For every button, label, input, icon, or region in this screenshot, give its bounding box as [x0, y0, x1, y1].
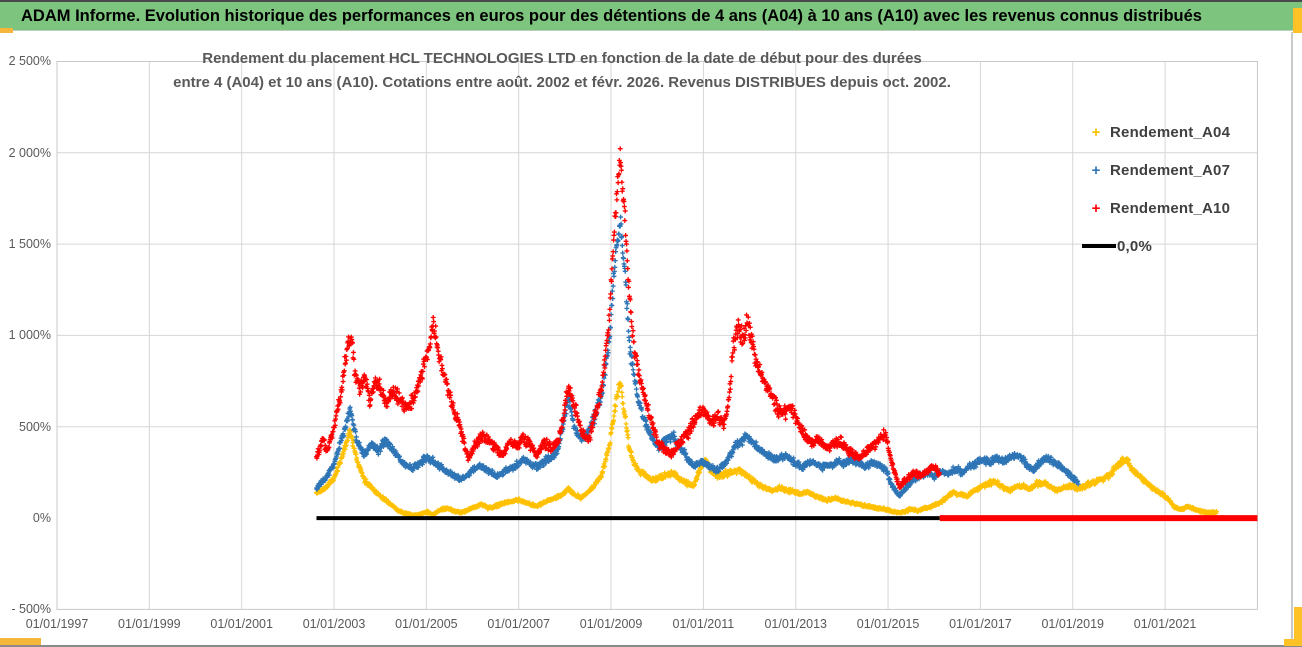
- plus-marker-icon: +: [1091, 199, 1101, 217]
- x-tick-label: 01/01/1997: [25, 617, 89, 631]
- legend-label: Rendement_A07: [1110, 161, 1231, 179]
- x-tick-label: 01/01/2013: [764, 617, 827, 631]
- sheet-bottom-border: [0, 645, 1302, 647]
- legend-label: Rendement_A10: [1110, 199, 1231, 217]
- y-tick-label: 0%: [32, 511, 51, 526]
- x-tick-label: 01/01/2003: [302, 617, 366, 631]
- plus-marker-icon: +: [1091, 161, 1101, 179]
- chart-title: Rendement du placement HCL TECHNOLOGIES …: [57, 47, 1067, 95]
- sheet-right-border: [1291, 32, 1293, 645]
- chart-legend[interactable]: + Rendement_A04 + Rendement_A07 + Rendement_A…: [1082, 113, 1292, 265]
- y-tick-label: 500%: [19, 419, 51, 434]
- legend-item-0-0-[interactable]: 0,0%: [1082, 227, 1292, 265]
- x-tick-label: 01/01/1999: [118, 617, 181, 631]
- y-tick-label: - 500%: [11, 602, 51, 617]
- x-tick-label: 01/01/2007: [487, 617, 550, 631]
- accent-top-left: [0, 28, 13, 33]
- accent-bottom-left: [0, 638, 41, 645]
- legend-label: 0,0%: [1117, 237, 1152, 255]
- x-tick-label: 01/01/2021: [1133, 617, 1197, 631]
- x-tick-label: 01/01/2001: [210, 617, 273, 631]
- x-tick-label: 01/01/2019: [1041, 617, 1105, 631]
- y-tick-label: 2 000%: [8, 145, 51, 160]
- x-tick-label: 01/01/2009: [579, 617, 643, 631]
- legend-label: Rendement_A04: [1110, 123, 1231, 141]
- y-tick-label: 2 500%: [8, 54, 51, 69]
- chart-title-line2: entre 4 (A04) et 10 ans (A10). Cotations…: [173, 74, 951, 91]
- legend-item-rendement-a07[interactable]: + Rendement_A07: [1082, 151, 1292, 189]
- y-tick-label: 1 500%: [8, 237, 51, 252]
- plus-marker-icon: +: [1091, 123, 1101, 141]
- legend-item-rendement-a10[interactable]: + Rendement_A10: [1082, 189, 1292, 227]
- chart-title-line1: Rendement du placement HCL TECHNOLOGIES …: [202, 50, 922, 67]
- accent-top-right: [1293, 8, 1302, 33]
- line-swatch-icon: [1082, 244, 1116, 248]
- legend-item-rendement-a04[interactable]: + Rendement_A04: [1082, 113, 1292, 151]
- x-tick-label: 01/01/2015: [856, 617, 920, 631]
- x-tick-label: 01/01/2005: [395, 617, 458, 631]
- accent-right-bottom: [1294, 607, 1302, 646]
- y-tick-label: 1 000%: [8, 328, 51, 343]
- x-tick-label: 01/01/2017: [949, 617, 1012, 631]
- x-tick-label: 01/01/2011: [672, 617, 735, 631]
- accent-bottom-right: [1284, 639, 1302, 646]
